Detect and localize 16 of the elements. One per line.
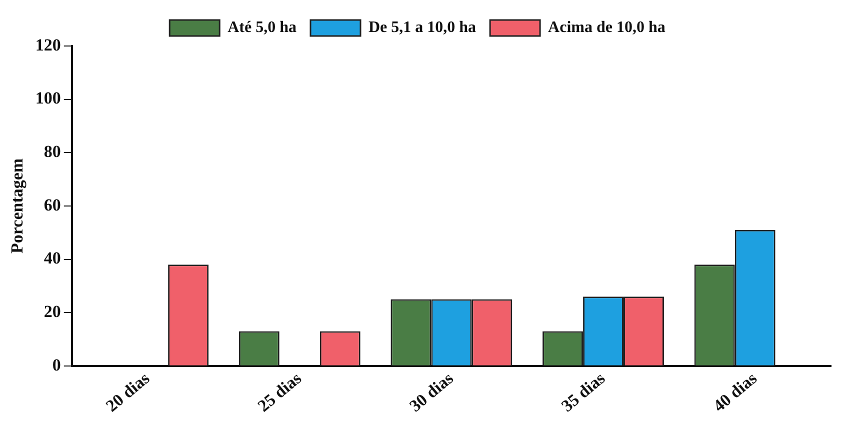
legend-label: Até 5,0 ha	[228, 19, 297, 36]
x-tick-label: 40 dias	[710, 368, 761, 416]
x-tick-label: 25 dias	[254, 368, 306, 416]
y-tick-label: 20	[44, 302, 61, 321]
legend-label: Acima de 10,0 ha	[548, 19, 666, 36]
x-tick-label: 20 dias	[102, 368, 154, 416]
y-tick-label: 80	[44, 142, 61, 162]
x-tick-label: 30 dias	[406, 368, 458, 416]
y-tick-label: 60	[44, 195, 61, 214]
y-tick-label: 40	[44, 248, 61, 268]
y-axis-title: Porcentagem	[8, 158, 27, 254]
y-tick-label: 120	[35, 35, 61, 54]
y-tick-label: 0	[52, 355, 61, 374]
legend-label: De 5,1 a 10,0 ha	[368, 19, 476, 36]
y-tick-label: 100	[35, 88, 61, 108]
x-tick-label: 35 dias	[558, 368, 609, 416]
